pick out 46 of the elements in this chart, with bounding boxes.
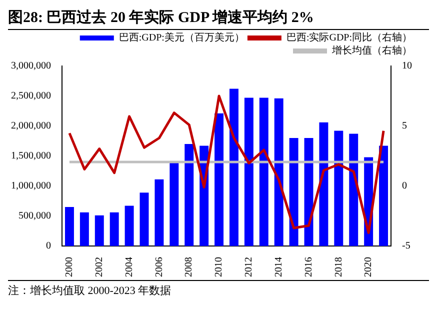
bar [334,130,344,246]
y2-tick-label: -5 [402,240,410,252]
y2-tick-label: 0 [402,180,407,192]
legend-label: 巴西:GDP:美元（百万美元） [118,32,244,44]
x-tick-label: 2008 [184,257,195,277]
bar [94,215,104,246]
bar [184,144,194,246]
bar [140,192,149,246]
y-tick-label: 500,000 [18,210,51,222]
x-tick-label: 2012 [244,257,255,277]
y-tick-label: 0 [46,240,51,252]
bar [110,212,119,246]
bar [319,122,328,246]
x-tick-label: 2002 [94,257,106,277]
y2-tick-label: 5 [402,120,407,132]
y2-tick-label: 10 [402,60,412,72]
x-tick-label: 2010 [214,257,225,277]
text: 注：增长均值取 2000-2023 年数据 [8,283,429,298]
bar [244,98,254,246]
bar [274,98,284,246]
x-tick-label: 2020 [363,257,374,277]
x-tick-label: 2018 [333,257,344,277]
bar [64,207,74,246]
chart-title: 图28: 巴西过去 20 年实际 GDP 增速平均约 2% [8,8,429,30]
bar [124,206,134,246]
x-tick-label: 2006 [154,257,165,277]
bar [229,88,238,246]
y-tick-label: 1,000,000 [11,180,51,192]
bar [379,146,388,246]
bar [214,113,224,246]
bar [170,162,179,246]
bar [349,134,358,246]
y-tick-label: 2,000,000 [11,120,51,132]
x-tick-label: 2000 [64,257,76,277]
y-tick-label: 1,500,000 [11,150,51,162]
y-tick-label: 2,500,000 [11,90,51,102]
x-tick-label: 2004 [124,257,135,277]
legend-label: 巴西:实际GDP:同比（右轴） [286,32,412,44]
legend-label: 增长均值（右轴） [331,44,412,57]
bar [259,98,268,246]
bar [80,212,89,246]
bar [289,138,298,246]
y-tick-label: 3,000,000 [11,60,51,72]
bar [154,179,164,246]
x-tick-label: 2014 [273,257,284,277]
x-tick-label: 2016 [303,257,314,277]
